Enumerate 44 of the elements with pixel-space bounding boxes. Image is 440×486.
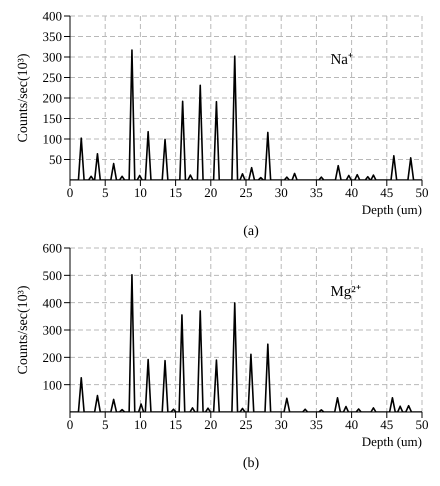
x-axis-title: Depth (um) <box>362 434 422 449</box>
text: Na⁺ <box>330 51 353 69</box>
x-tick-label: 20 <box>204 417 218 432</box>
y-tick-label: 150 <box>42 111 62 126</box>
y-tick-label: 250 <box>42 70 62 86</box>
x-tick-label: 10 <box>134 185 147 200</box>
x-tick-label: 40 <box>345 417 358 432</box>
y-tick-label: 400 <box>42 8 62 24</box>
y-axis-title: Counts/sec(10³) <box>16 53 31 142</box>
y-tick-label: 600 <box>42 240 62 256</box>
text: (a) <box>242 224 260 240</box>
x-axis-title: Depth (um) <box>362 202 422 217</box>
x-tick-label: 30 <box>274 417 288 432</box>
x-tick-label: 45 <box>380 185 394 200</box>
y-axis-title: Counts/sec(10³) <box>16 285 31 374</box>
x-tick-label: 50 <box>416 185 428 200</box>
x-tick-label: 50 <box>416 417 428 432</box>
y-tick-label: 500 <box>42 268 62 283</box>
y-tick-label: 200 <box>42 90 62 106</box>
x-tick-label: 5 <box>102 185 108 200</box>
x-tick-label: 15 <box>169 417 182 432</box>
x-tick-label: 25 <box>240 417 252 432</box>
y-tick-label: 200 <box>42 350 62 365</box>
text: Mg²⁺ <box>330 283 361 301</box>
x-tick-label: 35 <box>310 185 323 200</box>
x-tick-label: 40 <box>345 185 358 200</box>
x-tick-label: 15 <box>169 185 182 200</box>
x-tick-label: 0 <box>66 417 74 432</box>
x-tick-label: 5 <box>102 417 108 432</box>
x-tick-label: 25 <box>240 185 252 200</box>
x-tick-label: 0 <box>66 185 74 200</box>
y-tick-label: 100 <box>42 132 62 147</box>
x-tick-label: 20 <box>204 185 218 200</box>
y-tick-label: 300 <box>42 322 62 338</box>
y-tick-label: 400 <box>42 295 62 310</box>
x-tick-label: 30 <box>274 185 288 200</box>
y-tick-label: 350 <box>42 29 62 44</box>
text: (b) <box>242 456 260 472</box>
y-tick-label: 50 <box>49 152 62 168</box>
y-tick-label: 300 <box>42 50 62 65</box>
y-tick-label: 100 <box>42 377 62 392</box>
x-tick-label: 45 <box>380 417 394 432</box>
x-tick-label: 10 <box>134 417 147 432</box>
x-tick-label: 35 <box>310 417 323 432</box>
